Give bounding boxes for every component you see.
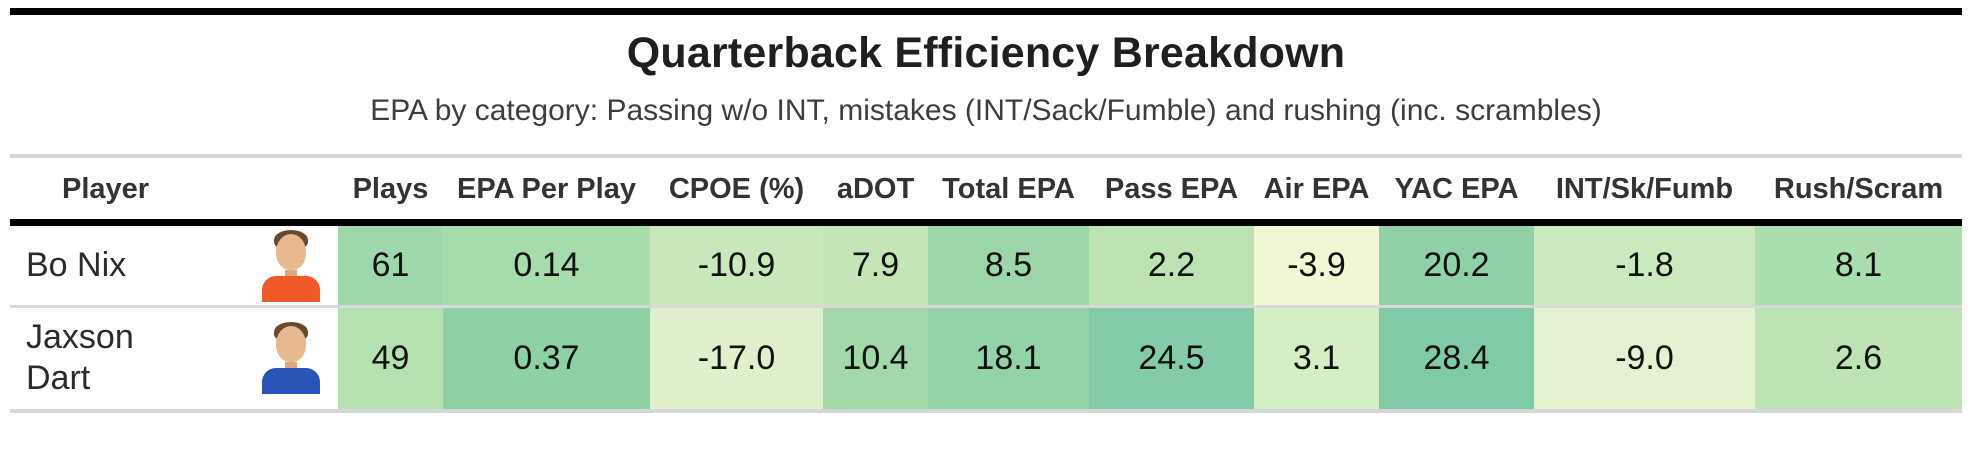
column-header-total-epa: Total EPA bbox=[942, 173, 1075, 205]
cell-air-epa: -3.9 bbox=[1254, 222, 1379, 307]
table-subtitle: EPA by category: Passing w/o INT, mistak… bbox=[370, 94, 1602, 127]
cell-air-epa: 3.1 bbox=[1254, 306, 1379, 411]
cell-plays: 49 bbox=[338, 306, 443, 411]
table-row-bo-nix: Bo Nix 61 0.14 -10.9 7.9 8.5 2.2 -3.9 20… bbox=[10, 222, 1962, 307]
cell-epa-per-play: 0.37 bbox=[443, 306, 650, 411]
cell-cpoe: -10.9 bbox=[650, 222, 823, 307]
cell-plays: 61 bbox=[338, 222, 443, 307]
cell-int-sk-fumb: -1.8 bbox=[1534, 222, 1755, 307]
cell-rush-scram: 2.6 bbox=[1755, 306, 1962, 411]
cell-int-sk-fumb: -9.0 bbox=[1534, 306, 1755, 411]
player-cell: Jaxson Dart bbox=[10, 307, 338, 411]
cell-rush-scram: 8.1 bbox=[1755, 222, 1962, 307]
player-headshot-photo bbox=[254, 322, 328, 395]
cell-adot: 7.9 bbox=[823, 222, 928, 307]
column-header-int-sk-fumb: INT/Sk/Fumb bbox=[1555, 173, 1734, 205]
column-header-epa-per-play: EPA Per Play bbox=[457, 173, 636, 205]
column-header-yac-epa: YAC EPA bbox=[1394, 173, 1519, 205]
player-name: Bo Nix bbox=[26, 245, 127, 284]
cell-yac-epa: 20.2 bbox=[1379, 222, 1534, 307]
player-cell: Bo Nix bbox=[10, 223, 338, 307]
cell-total-epa: 8.5 bbox=[928, 222, 1089, 307]
cell-total-epa: 18.1 bbox=[928, 306, 1089, 411]
cell-epa-per-play: 0.14 bbox=[443, 222, 650, 307]
column-header-player: Player bbox=[62, 173, 150, 205]
table-title: Quarterback Efficiency Breakdown bbox=[626, 29, 1346, 77]
cell-cpoe: -17.0 bbox=[650, 306, 823, 411]
column-header-pass-epa: Pass EPA bbox=[1104, 173, 1239, 205]
column-header-cpoe: CPOE (%) bbox=[668, 173, 805, 205]
qb-efficiency-table-page: Quarterback Efficiency Breakdown EPA by … bbox=[0, 8, 1972, 458]
cell-yac-epa: 28.4 bbox=[1379, 306, 1534, 411]
column-header-air-epa: Air EPA bbox=[1263, 173, 1370, 205]
player-headshot-photo bbox=[254, 229, 328, 302]
table-row-jaxson-dart: Jaxson Dart 49 0.37 -17.0 10.4 18.1 24.5… bbox=[10, 306, 1962, 411]
column-header-plays: Plays bbox=[352, 173, 429, 205]
table-top-border bbox=[10, 8, 1962, 15]
cell-pass-epa: 24.5 bbox=[1089, 306, 1254, 411]
cell-pass-epa: 2.2 bbox=[1089, 222, 1254, 307]
cell-adot: 10.4 bbox=[823, 306, 928, 411]
header-row: Player Plays EPA Per Play CPOE (%) aDOT … bbox=[10, 156, 1962, 223]
column-header-rush-scram: Rush/Scram bbox=[1773, 173, 1944, 205]
column-header-adot: aDOT bbox=[836, 173, 915, 205]
qb-efficiency-table: Player Plays EPA Per Play CPOE (%) aDOT … bbox=[10, 154, 1962, 413]
player-name: Jaxson Dart bbox=[26, 318, 134, 398]
